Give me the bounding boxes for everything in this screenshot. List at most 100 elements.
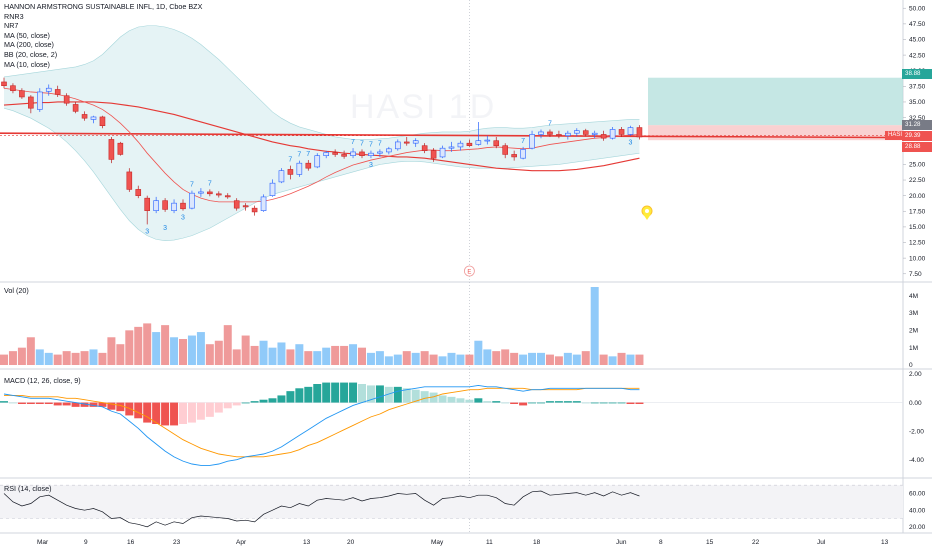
candle-body: [377, 151, 383, 154]
volume-pane-label[interactable]: Vol (20): [4, 286, 29, 295]
legend-item[interactable]: NR7: [4, 21, 19, 31]
macd-histogram-bar: [304, 386, 313, 403]
price-axis-label: 47.50: [909, 21, 926, 28]
volume-bar: [465, 354, 474, 365]
volume-bar: [134, 326, 143, 365]
macd-pane-label[interactable]: MACD (12, 26, close, 9): [4, 376, 81, 385]
candle-body: [19, 90, 25, 98]
macd-histogram-bar: [608, 402, 617, 404]
volume-bar: [205, 344, 214, 365]
macd-histogram-bar: [563, 401, 572, 403]
legend-item[interactable]: RNR3: [4, 11, 24, 21]
chart-legend: HANNON ARMSTRONG SUSTAINABLE INFL, 1D, C…: [4, 2, 202, 69]
volume-bar: [17, 347, 26, 365]
bollinger-lower-line: [3, 107, 640, 241]
macd-histogram-bar: [393, 386, 402, 403]
volume-bar: [304, 351, 313, 365]
legend-item[interactable]: MA (200, close): [4, 40, 54, 50]
legend-item[interactable]: BB (20, close, 2): [4, 49, 58, 59]
candle-body: [117, 142, 124, 155]
volume-bar: [537, 352, 545, 365]
candle-body: [153, 200, 159, 211]
volume-bar: [8, 351, 17, 365]
pattern-count-label: 3: [369, 162, 373, 169]
time-axis-label: Apr: [236, 539, 247, 546]
candle-body: [565, 132, 571, 136]
candle-body: [582, 130, 589, 135]
volume-bar: [71, 352, 80, 365]
volume-bar: [259, 340, 268, 365]
volume-bar: [375, 351, 384, 365]
macd-histogram-bar: [626, 402, 635, 404]
macd-histogram-bar: [134, 402, 143, 419]
candle-body: [573, 130, 580, 134]
pattern-count-label: 7: [297, 152, 301, 159]
pattern-count-label: 7: [190, 182, 194, 189]
alert-marker-center: [645, 209, 649, 213]
candle-body: [403, 141, 410, 144]
volume-bar: [635, 354, 644, 365]
rsi-pane-label[interactable]: RSI (14, close): [4, 484, 52, 493]
rsi-axis-label: 20.00: [909, 524, 926, 531]
pattern-count-label: 7: [548, 120, 552, 127]
pattern-count-label: 7: [521, 138, 525, 145]
volume-bar: [366, 352, 375, 365]
candle-body: [448, 146, 455, 149]
candle-body: [538, 131, 544, 135]
volume-bar: [44, 352, 53, 365]
volume-bar: [250, 345, 259, 365]
candle-body: [332, 152, 338, 155]
current-price-badge: 31.28: [902, 120, 932, 130]
chart-title: HANNON ARMSTRONG SUSTAINABLE INFL, 1D, C…: [4, 2, 203, 11]
candle-body: [180, 202, 186, 210]
candle-body: [198, 191, 204, 194]
macd-histogram-bar: [170, 402, 179, 426]
time-axis-label: 15: [706, 539, 714, 546]
macd-histogram-bar: [62, 402, 71, 406]
volume-bar: [492, 351, 501, 365]
pattern-count-label: 3: [163, 225, 167, 232]
macd-histogram-bar: [322, 382, 331, 403]
rsi-line: [3, 490, 640, 528]
volume-bar: [179, 339, 187, 365]
candle-body: [314, 155, 321, 168]
candle-body: [260, 196, 267, 211]
price-axis-label: 37.50: [909, 84, 926, 91]
volume-bar: [456, 354, 465, 365]
candle-body: [305, 162, 312, 169]
macd-histogram-bar: [501, 402, 510, 404]
pattern-count-label: 7: [360, 140, 364, 147]
macd-histogram-bar: [617, 402, 626, 404]
volume-bar: [608, 356, 617, 365]
macd-histogram-bar: [554, 401, 563, 403]
candle-body: [81, 114, 88, 119]
macd-histogram-bar: [250, 401, 259, 403]
volume-bar: [116, 344, 125, 365]
legend-item[interactable]: MA (10, close): [4, 59, 50, 69]
macd-histogram-bar: [545, 401, 554, 403]
volume-bar: [196, 332, 205, 365]
volume-bar: [438, 356, 447, 365]
candle-body: [394, 141, 401, 150]
candle-body: [189, 192, 195, 209]
legend-item[interactable]: MA (50, close): [4, 30, 50, 40]
volume-bar: [80, 351, 89, 365]
volume-bar: [277, 342, 286, 365]
volume-axis-label: 1M: [909, 345, 918, 352]
macd-histogram-bar: [528, 402, 537, 404]
volume-bar: [331, 345, 340, 365]
candle-body: [529, 134, 535, 149]
candle-body: [72, 104, 79, 112]
candle-body: [36, 91, 43, 110]
macd-histogram-bar: [375, 385, 384, 403]
candle-body: [520, 149, 526, 159]
price-axis-label: 42.50: [909, 52, 926, 59]
volume-bar: [286, 349, 295, 365]
candle-body: [251, 207, 258, 213]
macd-histogram-bar: [125, 402, 134, 416]
candle-body: [171, 202, 177, 211]
macd-histogram-bar: [510, 402, 519, 404]
stop-price-badge: 28.88: [902, 142, 932, 152]
volume-bar: [617, 352, 626, 365]
